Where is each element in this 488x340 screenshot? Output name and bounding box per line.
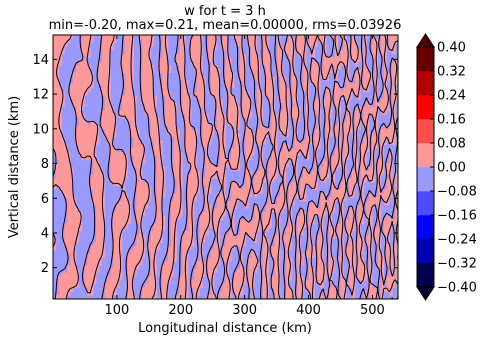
x-axis-label: Longitudinal distance (km) — [138, 321, 312, 336]
contour-field — [53, 35, 398, 299]
colorbar-extend-min — [416, 286, 435, 301]
colorbar-band — [417, 167, 434, 192]
colorbar-tick-label: 0.08 — [437, 137, 466, 152]
colorbar-band — [417, 239, 434, 264]
chart-title: w for t = 3 h — [184, 4, 266, 19]
colorbar-tick-label: 0.40 — [437, 41, 466, 56]
x-tick-label: 400 — [296, 303, 321, 318]
y-tick-label: 2 — [41, 261, 49, 276]
y-axis: 2 4 6 8 10 12 14 — [32, 53, 398, 276]
y-tick-label: 12 — [32, 88, 49, 103]
colorbar-tick-label: −0.40 — [437, 281, 477, 296]
x-axis: 100 200 300 400 500 — [104, 35, 385, 318]
colorbar-tick-label: −0.32 — [437, 257, 477, 272]
colorbar-band — [417, 191, 434, 216]
y-axis-label: Vertical distance (km) — [7, 96, 22, 238]
colorbar-tick-label: 0.24 — [437, 89, 466, 104]
plot-area — [52, 34, 399, 300]
colorbar-band — [417, 215, 434, 240]
y-tick-label: 8 — [41, 157, 49, 172]
colorbar-band — [417, 263, 434, 288]
zero-contour-lines — [53, 35, 398, 299]
chart-subtitle: min=-0.20, max=0.21, mean=0.00000, rms=0… — [49, 18, 402, 33]
colorbar-tick-label: 0.16 — [437, 113, 466, 128]
colorbar-tick-label: 0.00 — [437, 161, 466, 176]
x-tick-label: 100 — [104, 303, 129, 318]
x-tick-label: 500 — [360, 303, 385, 318]
colorbar-extend-max — [416, 33, 435, 48]
y-tick-label: 4 — [41, 227, 49, 242]
y-tick-label: 6 — [41, 192, 49, 207]
x-tick-label: 300 — [232, 303, 257, 318]
y-tick-label: 10 — [32, 122, 49, 137]
x-tick-label: 200 — [168, 303, 193, 318]
y-tick-label: 14 — [32, 53, 49, 68]
colorbar-tick-label: −0.24 — [437, 233, 477, 248]
colorbar-tick-label: −0.16 — [437, 209, 477, 224]
colorbar-band — [417, 119, 434, 144]
colorbar-band — [417, 143, 434, 168]
colorbar: −0.40 −0.32 −0.24 −0.16 −0.08 0.00 0.08 0.16 0.2… — [416, 33, 477, 301]
colorbar-tick-label: −0.08 — [437, 185, 477, 200]
colorbar-band — [417, 95, 434, 120]
colorbar-band — [417, 47, 434, 72]
colorbar-tick-label: 0.32 — [437, 65, 466, 80]
colorbar-band — [417, 71, 434, 96]
plot-frame — [52, 34, 399, 300]
